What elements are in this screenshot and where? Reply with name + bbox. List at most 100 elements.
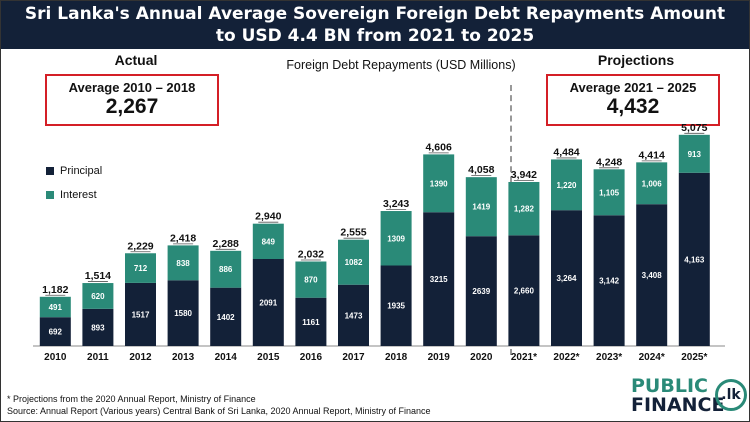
- data-label-interest-6: 870: [304, 276, 318, 285]
- total-label-13: 4,248: [596, 156, 622, 168]
- data-label-interest-2: 712: [134, 264, 148, 273]
- data-label-principal-7: 1473: [345, 311, 363, 320]
- bar-principal-10: [465, 236, 497, 346]
- data-label-interest-14: 1,006: [642, 179, 663, 188]
- bar-principal-9: [423, 212, 455, 346]
- bar-interest-8: [380, 211, 412, 266]
- data-label-interest-4: 886: [219, 265, 233, 274]
- bar-principal-5: [252, 258, 284, 346]
- data-label-principal-5: 2091: [259, 298, 277, 307]
- footnote-projections: * Projections from the 2020 Annual Repor…: [7, 394, 256, 404]
- x-tick-label-7: 2017: [342, 352, 365, 363]
- data-label-interest-10: 1419: [472, 203, 490, 212]
- x-tick-label-14: 2024*: [639, 352, 665, 363]
- total-label-9: 4,606: [426, 141, 452, 153]
- bar-interest-2: [125, 253, 156, 283]
- total-label-14: 4,414: [639, 149, 665, 161]
- bar-interest-9: [423, 154, 455, 213]
- legend-principal-label: Principal: [60, 165, 103, 177]
- bar-interest-4: [210, 250, 242, 288]
- bar-principal-0: [39, 317, 71, 346]
- data-label-interest-11: 1,282: [514, 205, 535, 214]
- actual-average-label: Average 2010 – 2018: [68, 80, 196, 95]
- data-label-principal-15: 4,163: [684, 255, 705, 264]
- total-label-12: 4,484: [553, 146, 579, 158]
- legend-interest-label: Interest: [60, 189, 97, 201]
- data-label-principal-6: 1161: [302, 318, 320, 327]
- total-label-15: 5,075: [681, 122, 707, 134]
- bar-principal-1: [82, 308, 114, 346]
- data-label-principal-9: 3215: [430, 275, 448, 284]
- total-label-8: 3,243: [383, 198, 409, 210]
- data-label-interest-15: 913: [688, 150, 702, 159]
- legend-interest-swatch: [46, 191, 54, 199]
- total-label-11: 3,942: [511, 169, 537, 181]
- data-label-interest-0: 491: [49, 303, 63, 312]
- data-label-interest-3: 838: [176, 259, 190, 268]
- x-tick-label-2: 2012: [129, 352, 152, 363]
- total-label-4: 2,288: [213, 238, 239, 250]
- bar-principal-7: [338, 284, 369, 346]
- data-label-principal-4: 1402: [217, 313, 235, 322]
- total-label-5: 2,940: [255, 211, 281, 223]
- bar-principal-2: [125, 282, 156, 346]
- total-label-1: 1,514: [85, 270, 111, 282]
- x-tick-label-15: 2025*: [681, 352, 707, 363]
- logo-lk-badge: .lk: [715, 379, 747, 411]
- publicfinance-logo: PUBLIC FINANCE .lk: [631, 375, 747, 416]
- total-label-6: 2,032: [298, 248, 324, 260]
- x-tick-label-3: 2013: [172, 352, 195, 363]
- total-label-2: 2,229: [127, 240, 153, 252]
- bar-principal-15: [678, 172, 710, 346]
- actual-average-value: 2,267: [105, 95, 159, 118]
- data-label-principal-14: 3,408: [642, 271, 663, 280]
- total-label-0: 1,182: [42, 284, 68, 296]
- data-label-interest-12: 1,220: [556, 181, 577, 190]
- data-label-principal-0: 692: [49, 328, 63, 337]
- data-label-principal-8: 1935: [387, 302, 405, 311]
- data-label-interest-9: 1390: [430, 179, 448, 188]
- total-label-3: 2,418: [170, 232, 196, 244]
- legend-interest: Interest: [46, 189, 97, 201]
- x-tick-label-11: 2021*: [511, 352, 537, 363]
- x-tick-label-4: 2014: [215, 352, 238, 363]
- x-tick-label-9: 2019: [428, 352, 451, 363]
- data-label-interest-7: 1082: [345, 258, 363, 267]
- bar-principal-6: [295, 297, 327, 346]
- bar-interest-12: [551, 159, 582, 211]
- data-label-interest-13: 1,105: [599, 188, 620, 197]
- bar-principal-11: [508, 235, 540, 346]
- bar-interest-13: [593, 169, 625, 216]
- data-label-principal-12: 3,264: [556, 274, 577, 283]
- x-tick-label-1: 2011: [87, 352, 109, 363]
- bar-principal-4: [210, 287, 242, 346]
- actual-header: Actual: [114, 52, 158, 68]
- legend-principal: Principal: [46, 165, 102, 177]
- bar-interest-11: [508, 181, 540, 236]
- total-label-7: 2,555: [340, 227, 366, 239]
- title-line-1: Sri Lanka's Annual Average Sovereign For…: [24, 4, 726, 24]
- projections-average-value: 4,432: [606, 95, 660, 118]
- projections-average-box: Average 2021 – 2025 4,432: [546, 74, 720, 126]
- x-tick-label-5: 2015: [257, 352, 280, 363]
- x-tick-label-10: 2020: [470, 352, 493, 363]
- data-label-principal-3: 1580: [174, 309, 192, 318]
- logo-word-finance: FINANCE: [631, 394, 725, 416]
- footnote-source: Source: Annual Report (Various years) Ce…: [7, 406, 431, 416]
- x-tick-label-12: 2022*: [553, 352, 579, 363]
- bar-interest-1: [82, 283, 114, 309]
- title-line-2: to USD 4.4 BN from 2021 to 2025: [215, 26, 535, 46]
- projections-header: Projections: [597, 52, 675, 68]
- bar-interest-14: [636, 162, 668, 205]
- data-label-principal-13: 3,142: [599, 277, 620, 286]
- data-label-interest-8: 1309: [387, 234, 405, 243]
- data-label-principal-11: 2,660: [514, 287, 535, 296]
- legend-principal-swatch: [46, 167, 54, 175]
- bar-interest-5: [252, 223, 284, 259]
- bar-interest-0: [39, 296, 71, 318]
- data-label-principal-2: 1517: [132, 310, 150, 319]
- logo-word-public: PUBLIC: [631, 375, 708, 397]
- bar-interest-6: [295, 261, 327, 298]
- data-label-principal-1: 893: [91, 323, 105, 332]
